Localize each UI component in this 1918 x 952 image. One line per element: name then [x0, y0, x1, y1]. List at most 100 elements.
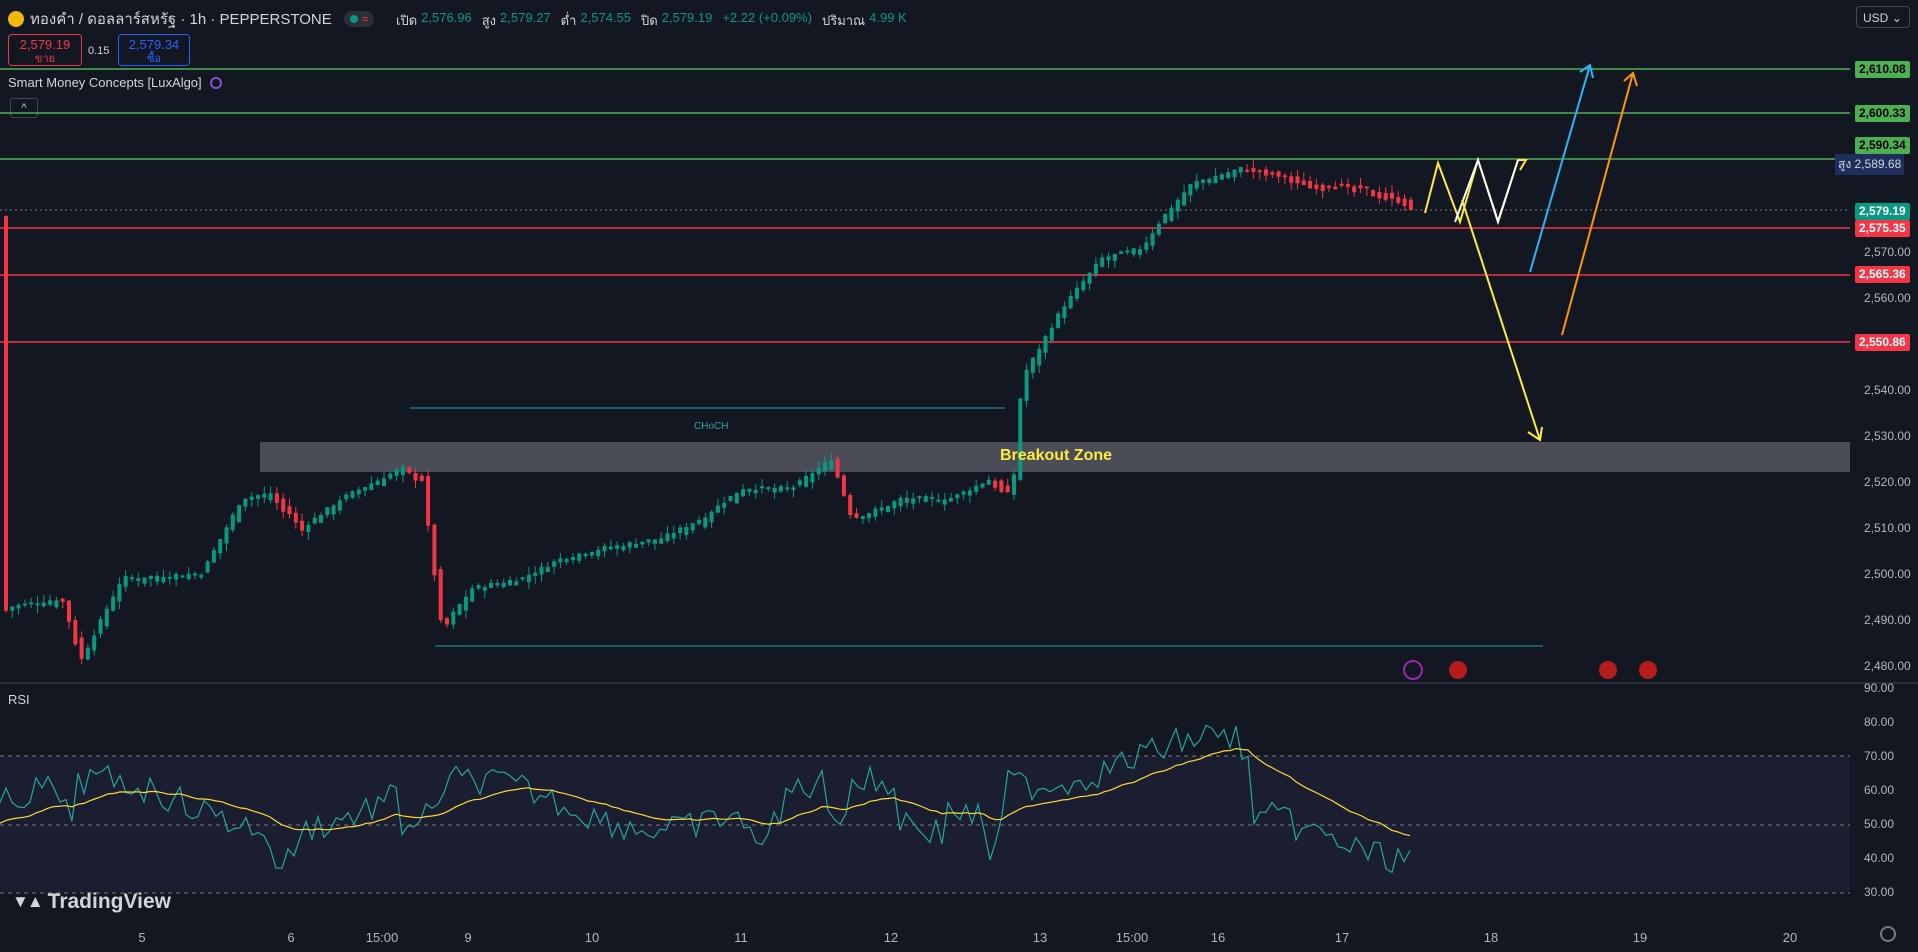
- candle-body: [949, 498, 953, 502]
- candle-body: [413, 473, 418, 481]
- candle-body: [35, 603, 40, 606]
- candle-body: [48, 600, 53, 605]
- open-value: 2,576.96: [421, 10, 472, 25]
- candle-body: [1049, 327, 1054, 341]
- candle-body: [892, 501, 897, 509]
- candle-body: [174, 573, 179, 580]
- candle-body: [1352, 186, 1357, 193]
- candle-body: [1257, 170, 1262, 173]
- candle-body: [249, 496, 254, 500]
- projection-white-zigzag: [1454, 156, 1519, 226]
- candle-body: [955, 494, 960, 499]
- candle-body: [766, 487, 771, 490]
- candle-body: [407, 467, 412, 473]
- chevron-down-icon: ⌄: [1891, 11, 1902, 25]
- candle-body: [1213, 175, 1218, 184]
- projection-up-arrow-orange: [1561, 72, 1634, 336]
- candle-body: [1068, 296, 1073, 309]
- candle-body: [350, 491, 355, 498]
- time-tick-label: 5: [138, 930, 146, 945]
- gear-icon[interactable]: [1880, 926, 1896, 942]
- candle-body: [886, 506, 890, 513]
- candle-body: [1207, 178, 1212, 183]
- price-level-tag: 2,600.33: [1855, 105, 1910, 122]
- arrowhead: [1623, 71, 1638, 87]
- price-tick-label: 2,540.00: [1864, 383, 1911, 397]
- candle-body: [501, 582, 506, 588]
- candle-body: [923, 496, 928, 502]
- candle-body: [1131, 248, 1136, 255]
- candle-body: [1182, 192, 1187, 206]
- candle-body: [1100, 257, 1105, 267]
- tradingview-logo: ▼▲ TradingView: [12, 890, 171, 914]
- candle-body: [1339, 183, 1344, 186]
- candle-body: [1276, 171, 1281, 177]
- sell-button[interactable]: 2,579.19 ขาย: [8, 34, 82, 66]
- symbol-title[interactable]: ทองคำ / ดอลลาร์สหรัฐ · 1h · PEPPERSTONE …: [8, 7, 375, 31]
- indicator-legend[interactable]: Smart Money Concepts [LuxAlgo]: [8, 75, 222, 90]
- candle-body: [804, 476, 809, 487]
- candle-body: [1018, 398, 1023, 480]
- candle-body: [961, 491, 966, 495]
- market-status-badge[interactable]: ≈: [343, 11, 375, 27]
- candle-body: [394, 469, 399, 476]
- candle-body: [470, 588, 475, 602]
- candle-body: [1005, 485, 1010, 493]
- candle-body: [1314, 184, 1319, 189]
- event-icon[interactable]: [1403, 660, 1423, 680]
- candle-body: [1201, 179, 1205, 183]
- candle-body: [363, 487, 368, 491]
- candle-body: [1289, 176, 1294, 183]
- wave-icon: ≈: [361, 12, 369, 26]
- candle-body: [98, 619, 103, 634]
- candle-body: [810, 473, 815, 483]
- rsi-ma-line: [0, 747, 1411, 837]
- candle-body: [526, 574, 531, 582]
- candle-body: [1270, 172, 1275, 175]
- candle-body: [1169, 207, 1174, 221]
- candle-body: [41, 602, 46, 607]
- breakout-zone-label: Breakout Zone: [1000, 447, 1113, 464]
- candle-body: [111, 596, 116, 611]
- high-label: สูง: [481, 13, 497, 28]
- candle-body: [514, 581, 519, 586]
- candle-body: [1043, 336, 1048, 353]
- us-flag-icon[interactable]: [1449, 661, 1467, 679]
- time-tick-label: 15:00: [1115, 930, 1149, 945]
- candle-body: [230, 514, 235, 531]
- candle-body: [1188, 184, 1193, 196]
- indicator-settings-icon[interactable]: [209, 76, 222, 89]
- candle-body: [1383, 192, 1388, 200]
- candle-body: [879, 507, 884, 511]
- candle-body: [596, 549, 601, 557]
- candle-body: [1081, 281, 1086, 291]
- candle-body: [344, 494, 349, 500]
- candle-body: [1320, 184, 1325, 192]
- candle-body: [148, 575, 153, 579]
- us-flag-icon[interactable]: [1639, 661, 1657, 679]
- candle-body: [262, 493, 267, 498]
- projection-down-arrow: [1461, 199, 1541, 441]
- currency-select[interactable]: USD ⌄: [1856, 6, 1910, 28]
- candle-body: [186, 573, 191, 580]
- close-value: 2,579.19: [661, 10, 713, 25]
- candle-body: [841, 475, 846, 496]
- candle-body: [873, 508, 878, 517]
- candle-body: [426, 476, 431, 526]
- us-flag-icon[interactable]: [1599, 661, 1617, 679]
- candle-body: [967, 490, 972, 496]
- candle-body: [1264, 169, 1268, 176]
- candle-body: [300, 520, 305, 531]
- candle-body: [715, 505, 720, 513]
- buy-button[interactable]: 2,579.34 ซื้อ: [118, 34, 190, 66]
- candle-body: [791, 487, 796, 490]
- candle-body: [741, 489, 746, 497]
- rsi-tick-label: 90.00: [1864, 681, 1895, 695]
- sell-label: ขาย: [34, 53, 56, 65]
- candle-body: [375, 480, 380, 486]
- candle-body: [917, 496, 922, 499]
- collapse-legend-button[interactable]: ^: [10, 98, 38, 118]
- candle-body: [860, 516, 865, 520]
- candle-body: [552, 561, 557, 567]
